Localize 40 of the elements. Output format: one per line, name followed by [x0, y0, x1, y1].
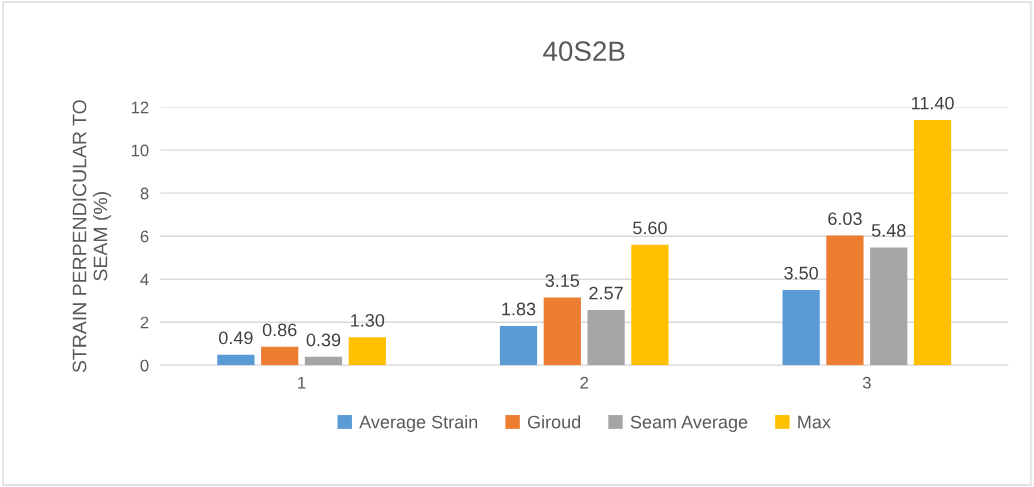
data-label: 5.60 [633, 221, 667, 235]
legend-label: Giroud [527, 415, 581, 429]
x-tick-label: 3 [862, 376, 871, 389]
bar [543, 297, 581, 366]
data-label: 0.39 [306, 333, 341, 347]
bar [870, 247, 908, 366]
data-label: 3.50 [784, 266, 818, 280]
x-tick-label: 2 [580, 376, 589, 389]
data-label: 1.30 [351, 313, 385, 327]
bar [587, 309, 625, 366]
y-tick-label: 0 [140, 359, 149, 372]
legend-label: Max [798, 415, 831, 429]
y-tick-label: 4 [140, 273, 149, 286]
data-label: 5.48 [871, 224, 906, 237]
y-tick-label: 6 [140, 230, 149, 243]
data-label: 3.15 [545, 274, 580, 287]
x-tick-label: 1 [298, 376, 306, 389]
y-axis-title: STRAIN PERPENDICULAR TO SEAM (%) [72, 100, 112, 373]
y-tick-label: 8 [140, 187, 149, 200]
data-label: 11.40 [912, 96, 954, 110]
bar [913, 120, 952, 366]
bar [499, 325, 538, 366]
chart-title: 40S2B [543, 41, 625, 62]
legend-label: Average Strain [359, 415, 478, 432]
bar [348, 337, 386, 366]
bar [261, 346, 299, 366]
bar [304, 356, 343, 366]
data-label: 1.83 [502, 302, 536, 316]
data-label: 0.86 [262, 323, 297, 337]
bar [217, 354, 255, 366]
data-label: 2.57 [589, 286, 623, 300]
legend-label: Seam Average [630, 415, 748, 432]
y-tick-label: 2 [140, 316, 149, 329]
data-label: 0.49 [219, 331, 253, 345]
bar [631, 244, 669, 366]
data-label: 6.03 [828, 212, 862, 226]
y-tick-label: 12 [131, 101, 149, 114]
y-tick-label: 10 [131, 144, 149, 157]
bar [782, 289, 820, 366]
bar [826, 235, 864, 366]
